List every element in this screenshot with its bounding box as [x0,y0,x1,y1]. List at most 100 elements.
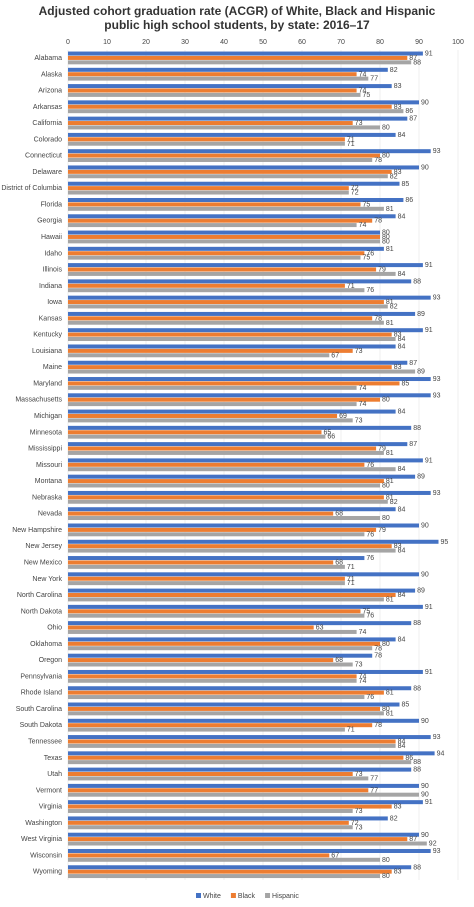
data-label: 75 [363,255,371,262]
bar [68,149,431,154]
bar [68,857,380,862]
bar [68,295,431,300]
data-label: 80 [382,641,390,648]
bar [68,360,408,365]
bar [68,662,353,667]
bar [68,271,396,276]
bar [68,393,431,398]
bar [68,51,423,56]
bar [68,743,396,748]
y-tick-label: New Hampshire [12,527,62,534]
data-label: 91 [425,799,433,806]
y-tick-label: California [32,120,62,127]
bar [68,516,380,521]
bar [68,60,412,65]
bar [68,767,412,772]
bar [68,621,412,626]
bar [68,190,349,195]
data-label: 78 [374,315,382,322]
bar [68,377,431,382]
data-label: 87 [409,55,417,62]
data-label: 74 [359,71,367,78]
data-label: 94 [437,750,445,757]
data-label: 81 [386,320,394,327]
data-label: 90 [421,792,429,799]
bar [68,511,334,516]
data-label: 91 [425,262,433,269]
data-label: 78 [374,653,382,660]
bar [68,239,380,244]
x-tick-label: 80 [376,39,384,46]
bar [68,609,361,614]
bar [68,800,423,805]
data-label: 84 [398,271,406,278]
y-tick-label: Maryland [33,380,62,387]
data-label: 89 [417,474,425,481]
bar [68,772,353,777]
data-label: 75 [363,201,371,208]
bar [68,430,322,435]
data-label: 89 [417,588,425,595]
y-tick-label: Iowa [47,299,62,306]
bar [68,674,357,679]
y-tick-label: Arizona [38,88,62,95]
bar [68,462,365,467]
bar [68,702,400,707]
data-label: 74 [359,222,367,229]
data-label: 88 [413,620,421,627]
data-label: 88 [413,685,421,692]
data-label: 91 [425,457,433,464]
bar [68,84,392,89]
x-tick-label: 50 [259,39,267,46]
y-tick-label: Nebraska [32,494,62,501]
data-label: 67 [331,352,339,359]
bar [68,727,345,732]
data-label: 93 [433,734,441,741]
bar [68,483,380,488]
data-label: 81 [386,596,394,603]
bar [68,523,419,528]
data-label: 84 [398,592,406,599]
data-label: 81 [386,690,394,697]
bar [68,132,396,137]
bar [68,467,396,472]
data-label: 74 [359,673,367,680]
bar [68,397,380,402]
bar [68,804,392,809]
data-label: 81 [386,246,394,253]
bar [68,755,404,760]
data-label: 88 [413,278,421,285]
bar [68,169,392,174]
data-label: 72 [351,185,359,192]
y-tick-label: Texas [44,755,63,762]
y-tick-label: Georgia [37,218,62,225]
bar [68,320,384,325]
y-tick-label: Alabama [34,55,62,62]
data-label: 85 [402,702,410,709]
bar [68,234,380,239]
bar [68,646,373,651]
data-label: 75 [363,608,371,615]
data-label: 82 [390,499,398,506]
bar [68,288,365,293]
y-tick-label: Delaware [32,169,62,176]
bar [68,434,326,439]
data-label: 93 [433,295,441,302]
data-label: 80 [382,857,390,864]
y-tick-label: North Dakota [21,608,62,615]
data-label: 83 [394,804,402,811]
data-label: 84 [398,636,406,643]
y-tick-label: New York [32,576,62,583]
bar [68,442,408,447]
bar [68,581,345,586]
data-label: 84 [398,132,406,139]
bar [68,837,408,842]
data-label: 76 [366,462,374,469]
bar [68,100,419,105]
y-tick-label: New Jersey [25,543,62,550]
bar [68,369,416,374]
data-label: 83 [394,869,402,876]
data-label: 87 [409,360,417,367]
bar [68,792,419,797]
data-label: 79 [378,527,386,534]
